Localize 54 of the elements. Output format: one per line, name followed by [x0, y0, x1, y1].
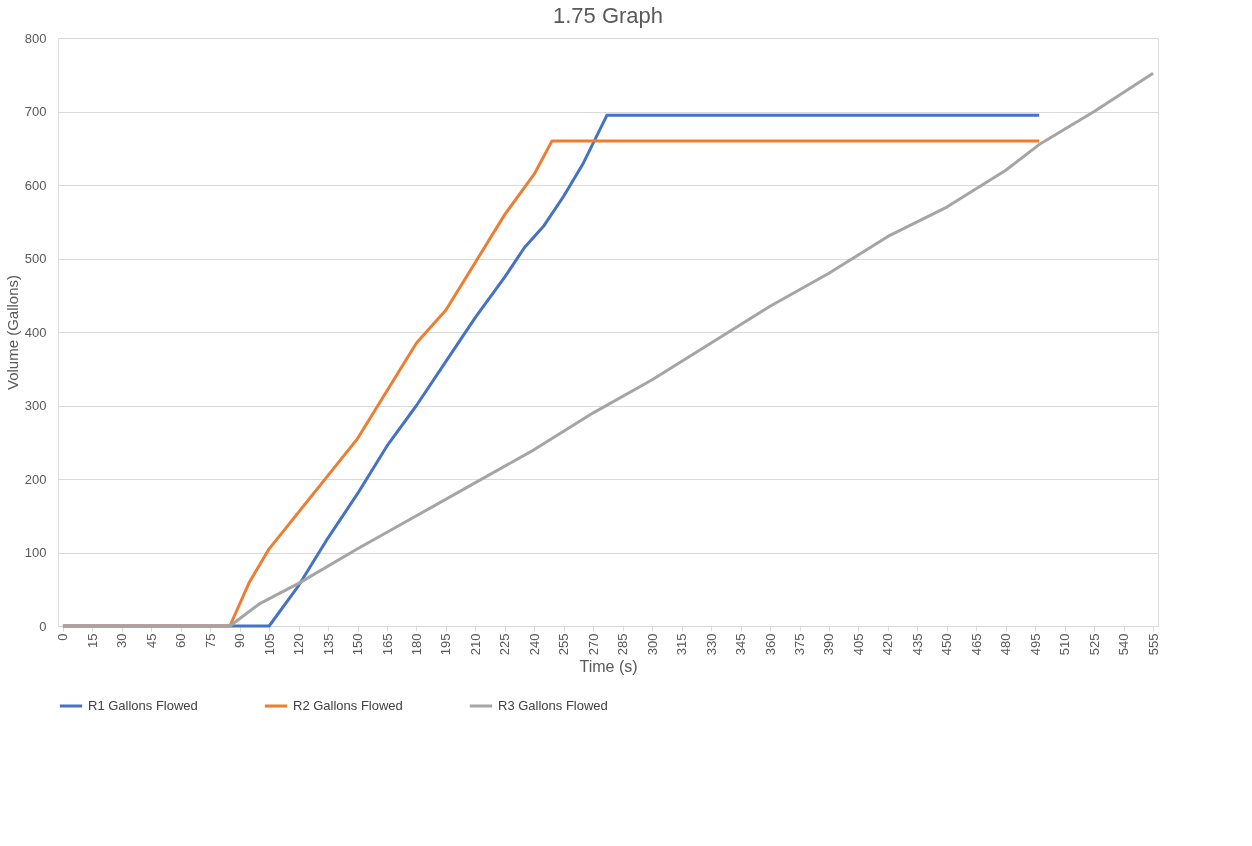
x-tick-label: 105: [261, 633, 277, 656]
x-tick-label: 60: [173, 633, 189, 648]
y-tick-label: 500: [24, 251, 47, 266]
x-tick-label: 0: [55, 633, 71, 641]
line-series: [61, 71, 1155, 628]
legend-label: R1 Gallons Flowed: [88, 698, 198, 713]
x-tick-label: 45: [143, 633, 159, 648]
x-tick-label: 450: [939, 633, 955, 656]
x-tick-label: 540: [1116, 633, 1132, 656]
y-tick-label: 700: [24, 104, 47, 119]
x-tick-label: 165: [379, 633, 395, 656]
x-tick-label: 15: [84, 633, 100, 648]
x-tick-label: 135: [320, 633, 336, 656]
x-tick-label: 150: [350, 633, 366, 656]
chart-title: 1.75 Graph: [552, 3, 664, 28]
x-tick-label: 180: [408, 633, 424, 656]
x-tick-label: 255: [556, 633, 572, 656]
y-axis-title: Volume (Gallons): [3, 274, 21, 391]
x-tick-label: 435: [909, 633, 925, 656]
y-tick-label: 400: [24, 324, 47, 340]
x-tick-label: 225: [497, 633, 513, 656]
x-tick-label: 330: [703, 633, 719, 656]
x-tick-label: 285: [615, 633, 631, 656]
x-tick-label: 240: [526, 633, 542, 656]
x-tick-label: 315: [674, 633, 690, 656]
x-tick-label: 30: [114, 633, 130, 648]
y-tick-label: 200: [24, 471, 47, 487]
y-tick-label: 600: [24, 177, 47, 193]
x-tick-label: 480: [998, 633, 1014, 656]
x-tick-label: 555: [1145, 633, 1161, 656]
x-tick-label: 90: [232, 633, 248, 648]
x-tick-label: 75: [202, 633, 218, 648]
x-tick-label: 120: [291, 633, 307, 656]
x-tick-label: 390: [821, 633, 837, 656]
x-tick-label: 465: [968, 633, 984, 656]
x-tick-label: 510: [1057, 633, 1073, 656]
x-tick-label: 360: [762, 633, 778, 656]
x-tick-label: 270: [585, 633, 601, 656]
x-tick-label: 525: [1086, 633, 1102, 656]
y-tick-label: 100: [24, 545, 47, 560]
y-tick-label: 800: [24, 30, 47, 46]
x-tick-label: 495: [1027, 633, 1043, 656]
x-axis-title: Time (s): [579, 658, 638, 676]
legend-label: R2 Gallons Flowed: [293, 698, 403, 713]
y-tick-label: 0: [39, 618, 47, 634]
y-tick-label: 300: [24, 398, 47, 413]
x-tick-label: 405: [850, 633, 866, 656]
x-tick-label: 210: [467, 633, 483, 656]
legend-label: R3 Gallons Flowed: [498, 698, 608, 713]
x-tick-label: 195: [438, 633, 454, 656]
x-tick-label: 420: [880, 633, 896, 656]
x-tick-label: 375: [792, 633, 808, 656]
x-tick-label: 300: [644, 633, 660, 656]
x-tick-label: 345: [733, 633, 749, 656]
